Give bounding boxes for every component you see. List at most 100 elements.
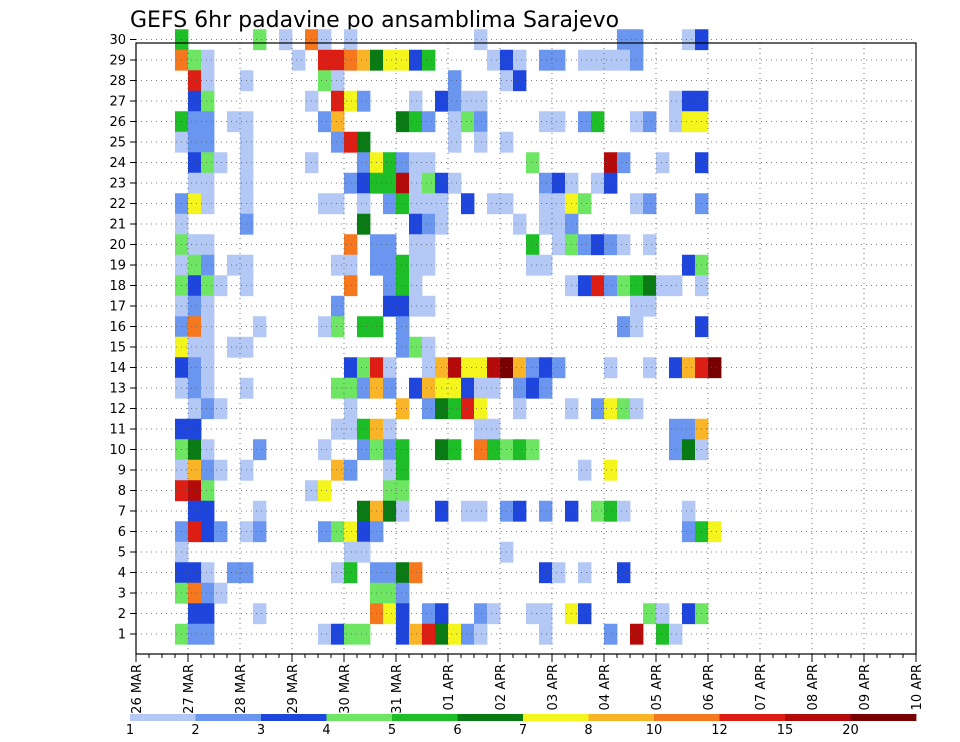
- precip-cell-m24-t19: [383, 152, 397, 174]
- precip-cell-m9-t36: [604, 459, 618, 481]
- precip-cell-m26-t22: [422, 111, 436, 133]
- precip-cell-m16-t9: [253, 316, 267, 338]
- precip-cell-m24-t17: [357, 152, 371, 174]
- precip-cell-m1-t20: [396, 623, 410, 645]
- precip-cell-m22-t19: [383, 193, 397, 215]
- precip-cell-m1-t21: [409, 623, 423, 645]
- precip-cell-m4-t34: [578, 562, 592, 584]
- precip-cell-m29-t20: [396, 49, 410, 71]
- precip-cell-m14-t16: [344, 357, 358, 379]
- precip-cell-m20-t36: [604, 234, 618, 256]
- y-tick-label-27: 27: [109, 95, 126, 110]
- precip-cell-m29-t27: [487, 49, 501, 71]
- precip-cell-m12-t26: [474, 398, 488, 420]
- precip-cell-m18-t41: [669, 275, 683, 297]
- precip-cell-m26-t24: [448, 111, 462, 133]
- x-tick-label-6: 01 APR: [442, 664, 457, 710]
- precip-cell-m13-t16: [344, 377, 358, 399]
- precip-cell-m16-t37: [617, 316, 631, 338]
- precip-cell-m25-t16: [344, 131, 358, 153]
- x-axis-ticks: 26 MAR 27 MAR 28 MAR 29 MAR 30 MAR 31 MAR 01 A…: [130, 654, 925, 714]
- colorbar-label-1: 1: [126, 723, 134, 738]
- precip-cell-m12-t37: [617, 398, 631, 420]
- x-tick-label-8: 03 APR: [546, 664, 561, 710]
- colorbar-swatch-8: [654, 714, 720, 721]
- precip-cell-m13-t31: [539, 377, 553, 399]
- precip-cell-m24-t21: [409, 152, 423, 174]
- colorbar-label-12: 12: [711, 723, 728, 738]
- precip-cell-m23-t32: [552, 172, 566, 194]
- precip-cell-m19-t5: [201, 254, 215, 276]
- precip-cell-m20-t35: [591, 234, 605, 256]
- precip-cell-m26-t7: [227, 111, 241, 133]
- precip-cell-m7-t20: [396, 500, 410, 522]
- colorbar-swatch-2: [261, 714, 327, 721]
- precip-cell-m26-t4: [188, 111, 202, 133]
- precip-cell-m11-t27: [487, 418, 501, 440]
- precip-cell-m5-t17: [357, 541, 371, 563]
- precip-cell-m17-t20: [396, 295, 410, 317]
- precip-cell-m30-t9: [253, 29, 267, 51]
- precip-cell-m20-t4: [188, 234, 202, 256]
- precip-cell-m29-t29: [513, 49, 527, 71]
- precip-cell-m13-t22: [422, 377, 436, 399]
- precip-cell-m4-t21: [409, 562, 423, 584]
- y-tick-label-24: 24: [109, 156, 126, 171]
- y-tick-label-19: 19: [109, 259, 126, 274]
- precip-cell-m8-t19: [383, 480, 397, 502]
- precip-cell-m24-t20: [396, 152, 410, 174]
- precip-cell-m6-t6: [214, 521, 228, 543]
- precip-cell-m10-t17: [357, 439, 371, 461]
- precip-cell-m23-t35: [591, 172, 605, 194]
- colorbar-swatch-11: [850, 714, 917, 721]
- precip-cell-m10-t26: [474, 439, 488, 461]
- precip-cell-m9-t19: [383, 459, 397, 481]
- precip-cell-m14-t36: [604, 357, 618, 379]
- precip-cell-m13-t24: [448, 377, 462, 399]
- precip-cell-m20-t21: [409, 234, 423, 256]
- x-tick-label-7: 02 APR: [494, 664, 509, 710]
- precip-cell-m17-t22: [422, 295, 436, 317]
- precip-cell-m27-t41: [669, 90, 683, 112]
- colorbar-label-3: 3: [257, 723, 265, 738]
- precip-cell-m9-t6: [214, 459, 228, 481]
- precip-cell-m2-t26: [474, 603, 488, 625]
- precip-cell-m30-t16: [344, 29, 358, 51]
- precip-cell-m2-t4: [188, 603, 202, 625]
- precip-cell-m29-t17: [357, 49, 371, 71]
- colorbar-label-15: 15: [777, 723, 794, 738]
- precip-cell-m27-t17: [357, 90, 371, 112]
- precip-cell-m20-t5: [201, 234, 215, 256]
- precip-cell-m26-t14: [318, 111, 332, 133]
- precip-cell-m1-t15: [331, 623, 345, 645]
- precip-cell-m19-t22: [422, 254, 436, 276]
- precip-cell-m13-t26: [474, 377, 488, 399]
- y-tick-label-4: 4: [118, 566, 126, 581]
- y-tick-label-21: 21: [109, 218, 126, 233]
- precip-cell-m5-t16: [344, 541, 358, 563]
- precip-cell-m21-t22: [422, 213, 436, 235]
- chart-title: GEFS 6hr padavine po ansamblima Sarajevo: [130, 8, 619, 33]
- y-tick-label-3: 3: [118, 587, 126, 602]
- precip-cell-m10-t5: [201, 439, 215, 461]
- precip-cell-m26-t34: [578, 111, 592, 133]
- y-tick-label-9: 9: [118, 464, 126, 479]
- precip-cell-m25-t15: [331, 131, 345, 153]
- precip-cell-m14-t41: [669, 357, 683, 379]
- precip-cell-m4-t7: [227, 562, 241, 584]
- precip-cell-m2-t22: [422, 603, 436, 625]
- colorbar-swatch-1: [195, 714, 262, 721]
- precip-cell-m10-t14: [318, 439, 332, 461]
- precip-cell-m15-t22: [422, 336, 436, 358]
- precip-cell-m9-t5: [201, 459, 215, 481]
- precip-cell-m1-t24: [448, 623, 462, 645]
- precip-cell-m16-t15: [331, 316, 345, 338]
- precip-cell-m14-t27: [487, 357, 501, 379]
- x-tick-label-5: 31 MAR: [390, 664, 405, 714]
- precip-cell-m19-t4: [188, 254, 202, 276]
- precip-cell-m22-t17: [357, 193, 371, 215]
- precip-cell-m19-t30: [526, 254, 540, 276]
- precip-cell-m2-t19: [383, 603, 397, 625]
- precip-cell-m14-t29: [513, 357, 527, 379]
- x-tick-label-0: 26 MAR: [130, 664, 145, 714]
